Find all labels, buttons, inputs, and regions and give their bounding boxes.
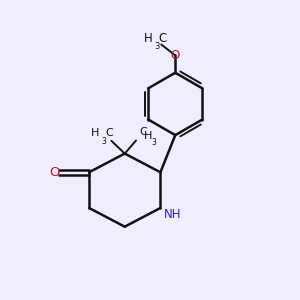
Text: O: O	[50, 166, 60, 179]
Text: NH: NH	[164, 208, 182, 221]
Text: O: O	[171, 49, 180, 62]
Text: 3: 3	[101, 137, 106, 146]
Text: H: H	[144, 32, 152, 45]
Text: H: H	[144, 131, 153, 141]
Text: H: H	[91, 128, 100, 138]
Text: 3: 3	[152, 138, 156, 147]
Text: C: C	[105, 128, 113, 138]
Text: C: C	[139, 127, 147, 137]
Text: 3: 3	[154, 42, 159, 51]
Text: C: C	[158, 32, 166, 45]
